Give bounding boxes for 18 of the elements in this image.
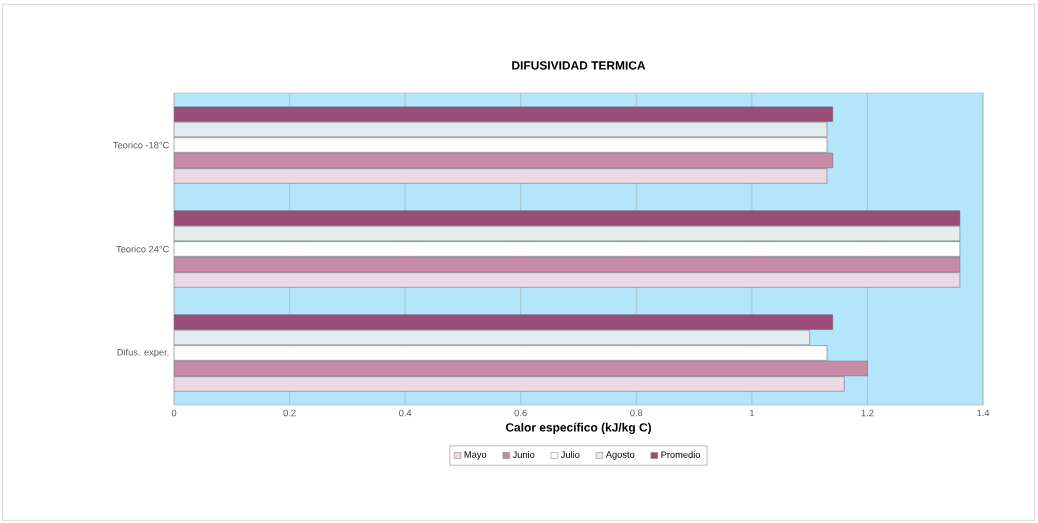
x-tick-label: 0.6 xyxy=(514,409,527,417)
y-tick-label: Difus. exper. xyxy=(117,348,169,358)
x-tick-label: 1 xyxy=(750,409,754,417)
chart-title: DIFUSIVIDAD TERMICA xyxy=(512,61,646,70)
x-axis-title: Calor específico (kJ/kg C) xyxy=(505,422,651,435)
x-tick-label: 0 xyxy=(171,409,177,417)
legend-label: Julio xyxy=(560,451,580,458)
x-tick-label: 0.2 xyxy=(283,409,296,417)
y-tick-label: Teorico 24°C xyxy=(116,245,169,253)
x-tick-label: 0.4 xyxy=(399,409,412,417)
x-tick-label: 1.2 xyxy=(861,409,874,417)
legend-label: Agosto xyxy=(605,451,635,460)
legend-label: Junio xyxy=(512,451,535,458)
y-tick-label: Teorico -18°C xyxy=(113,141,169,149)
x-tick-label: 1.4 xyxy=(977,409,990,417)
legend-label: Promedio xyxy=(661,451,701,458)
legend-label: Mayo xyxy=(464,451,487,460)
x-tick-label: 0.8 xyxy=(630,409,643,417)
